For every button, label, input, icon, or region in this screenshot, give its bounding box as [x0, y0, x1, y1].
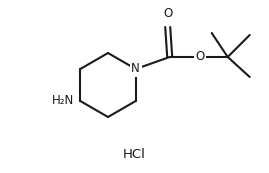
Text: H₂N: H₂N	[52, 94, 74, 107]
Text: O: O	[163, 7, 172, 20]
Text: O: O	[195, 51, 204, 63]
Text: HCl: HCl	[123, 148, 146, 162]
Text: N: N	[131, 62, 140, 75]
